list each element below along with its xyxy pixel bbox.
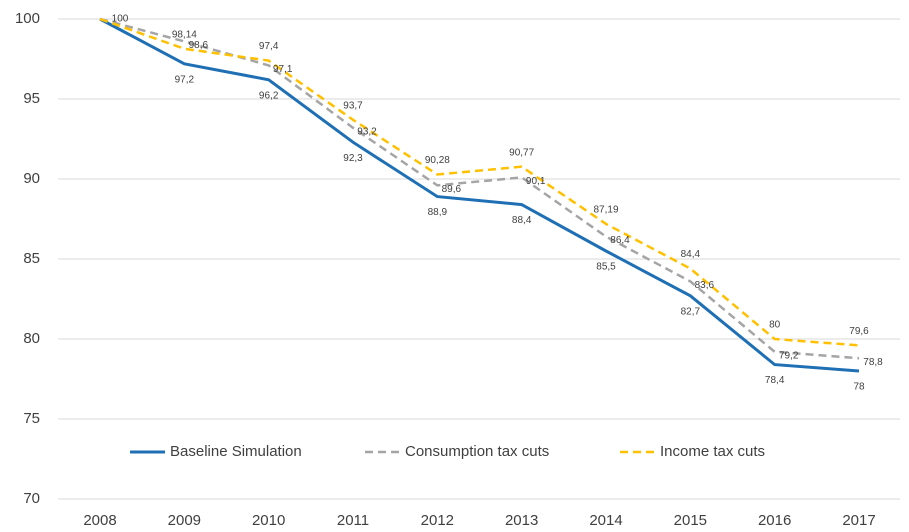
x-tick-label: 2013 [505,512,538,529]
data-label: 80 [769,320,781,331]
series-line [99,17,860,347]
x-tick-label: 2011 [337,512,369,529]
legend-label: Baseline Simulation [170,443,302,460]
data-label: 97,1 [273,64,293,75]
x-tick-label: 2015 [674,512,707,529]
x-tick-label: 2014 [589,512,622,529]
data-label: 87,19 [593,205,618,216]
data-label: 84,4 [681,249,701,260]
data-label: 79,2 [779,350,799,361]
y-tick-label: 90 [23,170,40,187]
legend-label: Income tax cuts [660,443,765,460]
data-label: 98,14 [172,29,197,40]
data-label: 93,7 [343,100,363,111]
data-label: 98,6 [189,40,209,51]
x-tick-label: 2017 [842,512,875,529]
y-tick-label: 75 [23,410,40,427]
series-line [99,17,860,373]
data-label: 86,4 [610,235,630,246]
data-label: 88,4 [512,215,532,226]
data-label: 97,2 [175,74,195,85]
data-label: 90,28 [425,155,450,166]
x-tick-label: 2016 [758,512,791,529]
data-label: 83,6 [695,280,715,291]
x-tick-label: 2008 [83,512,116,529]
y-tick-label: 85 [23,250,40,267]
y-tick-label: 95 [23,90,40,107]
legend-label: Consumption tax cuts [405,443,549,460]
data-label: 100 [112,14,129,25]
data-label: 88,9 [428,207,448,218]
data-label: 90,77 [509,147,534,158]
data-label: 78,4 [765,375,785,386]
data-label: 90,1 [526,176,546,187]
data-label: 93,2 [357,126,377,137]
data-label: 78 [853,382,865,393]
y-tick-label: 100 [15,10,40,27]
x-tick-label: 2012 [421,512,454,529]
data-label: 97,4 [259,41,279,52]
data-label: 96,2 [259,90,279,101]
x-tick-label: 2010 [252,512,285,529]
data-label: 89,6 [442,184,462,195]
data-label: 82,7 [681,306,701,317]
data-label: 85,5 [596,262,616,273]
series-line [99,17,860,360]
y-tick-label: 80 [23,330,40,347]
y-tick-label: 70 [23,490,40,507]
data-label: 79,6 [849,326,869,337]
data-label: 92,3 [343,153,363,164]
data-label: 78,8 [863,357,883,368]
x-tick-label: 2009 [168,512,201,529]
